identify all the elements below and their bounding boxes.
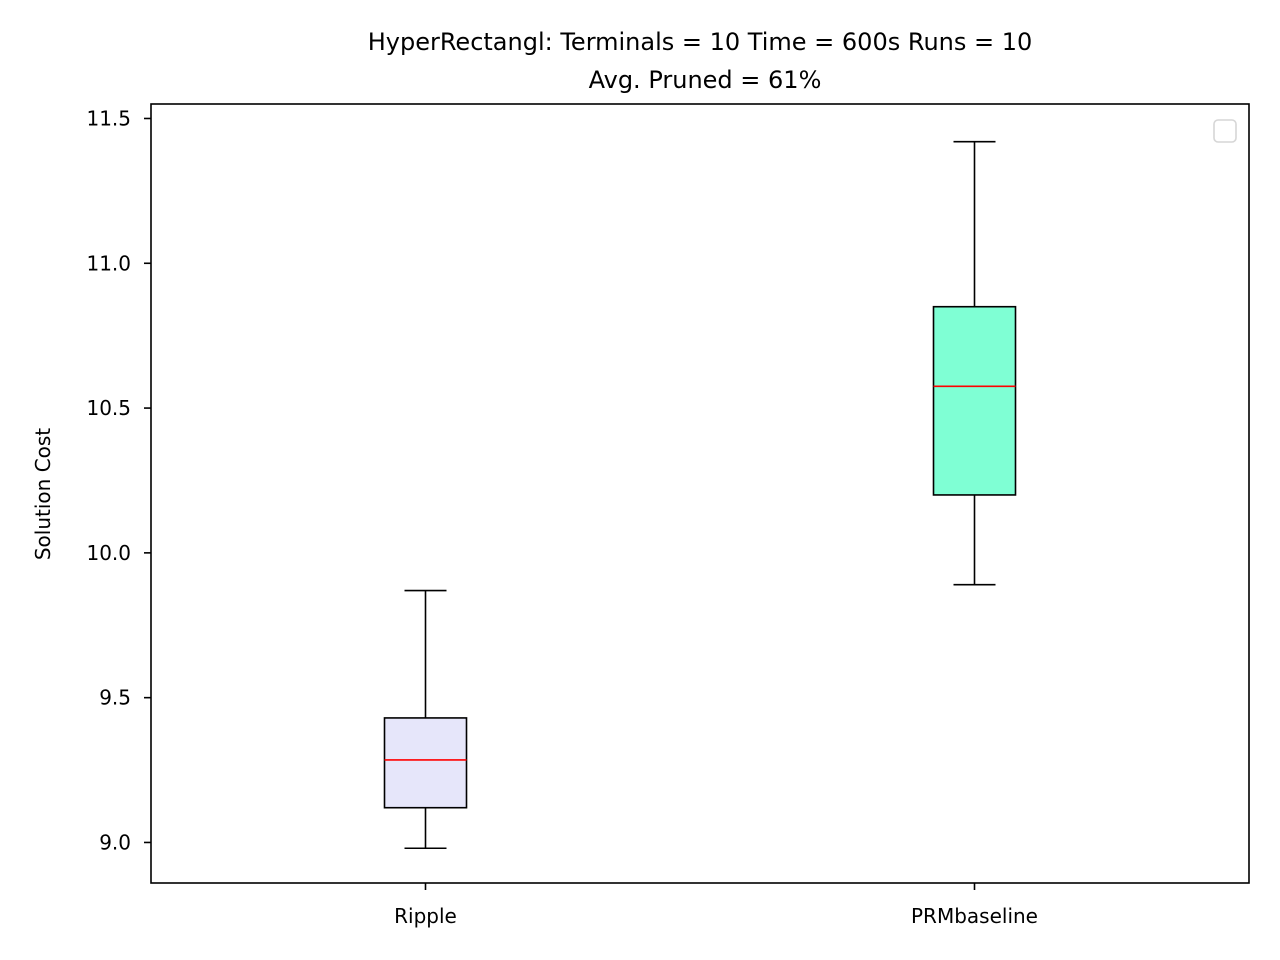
plot-area [383, 140, 1017, 850]
chart-title-line-2: Avg. Pruned = 61% [589, 66, 822, 94]
chart-title-line-1: HyperRectangl: Terminals = 10 Time = 600… [368, 28, 1033, 56]
y-axis-label: Solution Cost [31, 428, 55, 560]
y-axis: 9.0 9.5 10.0 10.5 11.0 11.5 [86, 106, 151, 854]
interquartile-box [383, 717, 468, 809]
y-tick-label: 10.5 [86, 396, 131, 420]
box-prmbaseline [932, 140, 1017, 586]
box-ripple [383, 589, 468, 850]
legend [1213, 119, 1237, 143]
legend-box [1213, 119, 1237, 143]
x-tick-label: Ripple [394, 904, 457, 928]
y-tick-label: 9.5 [99, 686, 131, 710]
interquartile-box [932, 305, 1017, 496]
y-tick-label: 9.0 [99, 830, 131, 854]
y-tick-label: 11.0 [86, 251, 131, 275]
x-tick-label: PRMbaseline [911, 904, 1038, 928]
y-tick-label: 10.0 [86, 541, 131, 565]
y-tick-label: 11.5 [86, 106, 131, 130]
x-axis: Ripple PRMbaseline [394, 883, 1038, 928]
plot-frame [150, 103, 1250, 884]
